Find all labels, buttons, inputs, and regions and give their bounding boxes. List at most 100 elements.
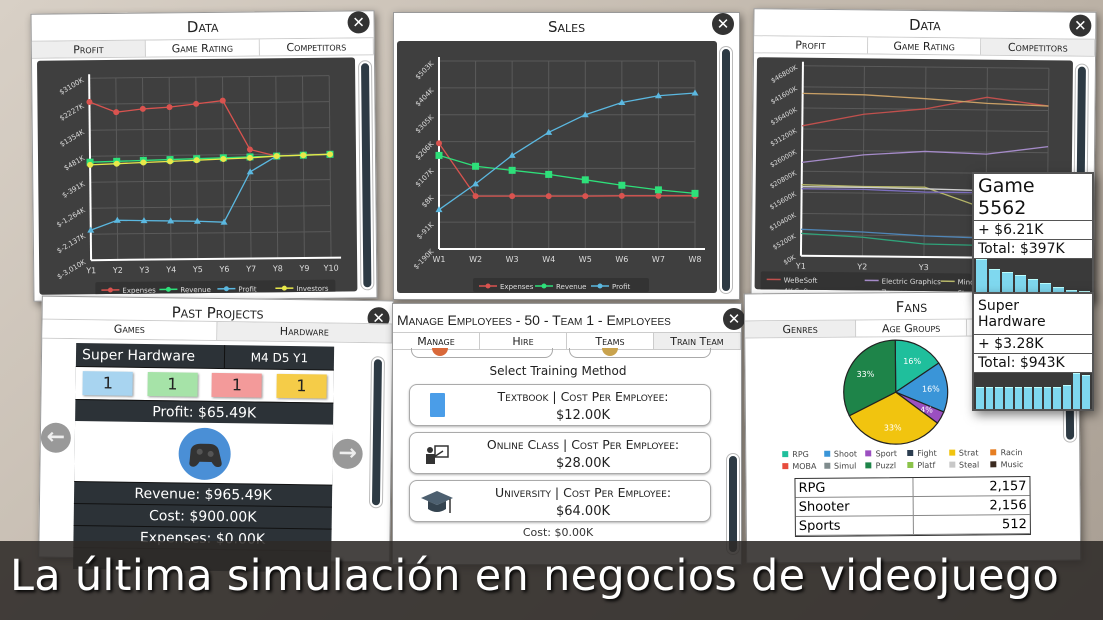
total-cost: Cost: $0.00K <box>522 526 594 539</box>
next-arrow-button[interactable]: → <box>332 438 363 470</box>
legend-swatch <box>907 449 914 457</box>
x-tick-label: W4 <box>542 255 555 264</box>
close-button[interactable]: ✕ <box>712 13 734 35</box>
legend-label: Expenses <box>122 287 156 295</box>
grid-line <box>222 76 225 259</box>
genre-cell: Sports <box>798 518 841 534</box>
tab-teams[interactable]: Teams <box>567 333 654 349</box>
data-point <box>139 105 146 112</box>
tab-manage[interactable]: Manage <box>393 333 480 349</box>
data-point <box>273 153 280 160</box>
pie-label: 16% <box>922 384 940 393</box>
close-button[interactable]: ✕ <box>347 11 370 34</box>
data-point <box>545 170 553 178</box>
legend-marker <box>541 283 547 289</box>
data-point <box>472 180 480 187</box>
y-tick-label: $2227K <box>58 102 86 123</box>
sales-bar <box>1043 387 1052 409</box>
y-tick-label: $36400K <box>769 105 799 127</box>
online-class-training-button[interactable]: Online Class | Cost Per Employee: $28.00K <box>409 432 711 474</box>
profit-chart: $-3,010K $-2,137K $-1,264K $-391K $481K $1354… <box>36 57 358 297</box>
x-tick-label: W8 <box>689 255 702 264</box>
sound-skill-button[interactable] <box>569 348 711 358</box>
legend-swatch <box>865 462 872 469</box>
y-tick-label: $-3,010K <box>56 258 88 281</box>
graphics-skill-button[interactable] <box>411 348 553 358</box>
legend-box <box>473 278 649 292</box>
textbook-training-button[interactable]: Textbook | Cost Per Employee: $12.00K <box>409 384 711 426</box>
scrollbar[interactable] <box>727 454 739 554</box>
tab-bar: Profit Game Rating Competitors <box>31 37 374 59</box>
y-tick-label: $20800K <box>769 169 799 191</box>
legend-item: Fight <box>907 449 949 458</box>
legend-label: Fight <box>917 448 937 458</box>
legend-label: Investors <box>296 285 329 293</box>
data-point <box>618 99 626 106</box>
pie-label: 4% <box>920 405 933 414</box>
tab-profit[interactable]: Profit <box>754 36 868 54</box>
grid-line <box>861 66 865 257</box>
y-tick-label: $305K <box>414 113 436 135</box>
series-line-profit <box>90 155 278 231</box>
data-point <box>140 217 148 224</box>
tab-hire[interactable]: Hire <box>480 333 567 349</box>
legend-item: Steal <box>948 460 991 470</box>
y-tick-label: $3100K <box>58 76 86 97</box>
data-point <box>220 156 227 163</box>
legend-marker <box>165 286 171 292</box>
y-tick-label: $46800K <box>770 63 800 85</box>
tab-game-rating[interactable]: Game Rating <box>867 37 982 55</box>
pie-slice-shoot <box>894 362 949 413</box>
data-point <box>581 111 589 118</box>
series-line-ma <box>802 92 1049 107</box>
tab-train-team[interactable]: Train Team <box>654 333 741 349</box>
tab-hardware[interactable]: Hardware <box>217 322 393 343</box>
game-tooltip: Game 5562 + $6.21K Total: $397K <box>972 172 1094 297</box>
close-button[interactable]: ✕ <box>723 308 745 330</box>
tab-age-groups[interactable]: Age Groups <box>856 319 968 337</box>
fans-count-cell: 2,156 <box>912 495 1030 516</box>
graduation-cap-icon <box>420 489 454 515</box>
method-label: Online Class | Cost Per Employee: <box>486 437 680 452</box>
sales-bar <box>985 387 994 409</box>
grid-line <box>275 76 279 259</box>
previous-arrow-button[interactable]: ← <box>40 422 72 453</box>
scrollbar[interactable] <box>720 47 732 293</box>
data-point <box>691 189 699 197</box>
tab-genres[interactable]: Genres <box>745 320 857 338</box>
x-axis <box>91 256 342 262</box>
tab-competitors[interactable]: Competitors <box>981 38 1096 56</box>
fans-panel: Fans Genres Age Groups 16% 16% 4% 33% 33% RP… <box>743 290 1082 564</box>
legend-swatch <box>782 451 789 458</box>
genre-cell: RPG <box>798 480 826 496</box>
grid-line <box>923 67 927 258</box>
close-button[interactable]: ✕ <box>1069 14 1092 37</box>
scrollbar[interactable] <box>369 357 385 508</box>
fans-table: RPG 2,157 Shooter 2,156 Sports 512 <box>794 475 1031 538</box>
x-tick-label: Y8 <box>272 264 283 273</box>
scrollbar[interactable] <box>359 61 374 290</box>
legend-swatch <box>823 450 830 457</box>
legend-swatch <box>907 461 914 469</box>
data-point <box>113 109 120 116</box>
project-name: Super Hardware <box>75 343 226 369</box>
sales-panel: Sales ✕ $-190K $-91K $8K $107K $206K $305K $40… <box>393 12 740 300</box>
tab-competitors[interactable]: Competitors <box>259 38 374 56</box>
tab-game-rating[interactable]: Game Rating <box>145 39 260 57</box>
legend-label: Revenue <box>180 286 211 294</box>
legend-label: Racin <box>1000 448 1023 458</box>
score-box: 1 <box>147 372 198 397</box>
y-tick-label: $-91K <box>415 221 435 241</box>
sales-bar <box>1034 387 1042 409</box>
x-tick-label: Y3 <box>138 266 149 275</box>
tooltip-sales-bars <box>974 259 1092 295</box>
grid-line <box>248 76 252 259</box>
tab-profit[interactable]: Profit <box>31 40 146 58</box>
legend-swatch <box>865 450 872 457</box>
tab-games[interactable]: Games <box>42 319 218 341</box>
pie-label: 16% <box>903 357 921 366</box>
sales-bar <box>1063 384 1071 409</box>
data-point <box>435 206 443 213</box>
university-training-button[interactable]: University | Cost Per Employee: $64.00K <box>409 480 711 522</box>
grid-line <box>89 75 330 79</box>
